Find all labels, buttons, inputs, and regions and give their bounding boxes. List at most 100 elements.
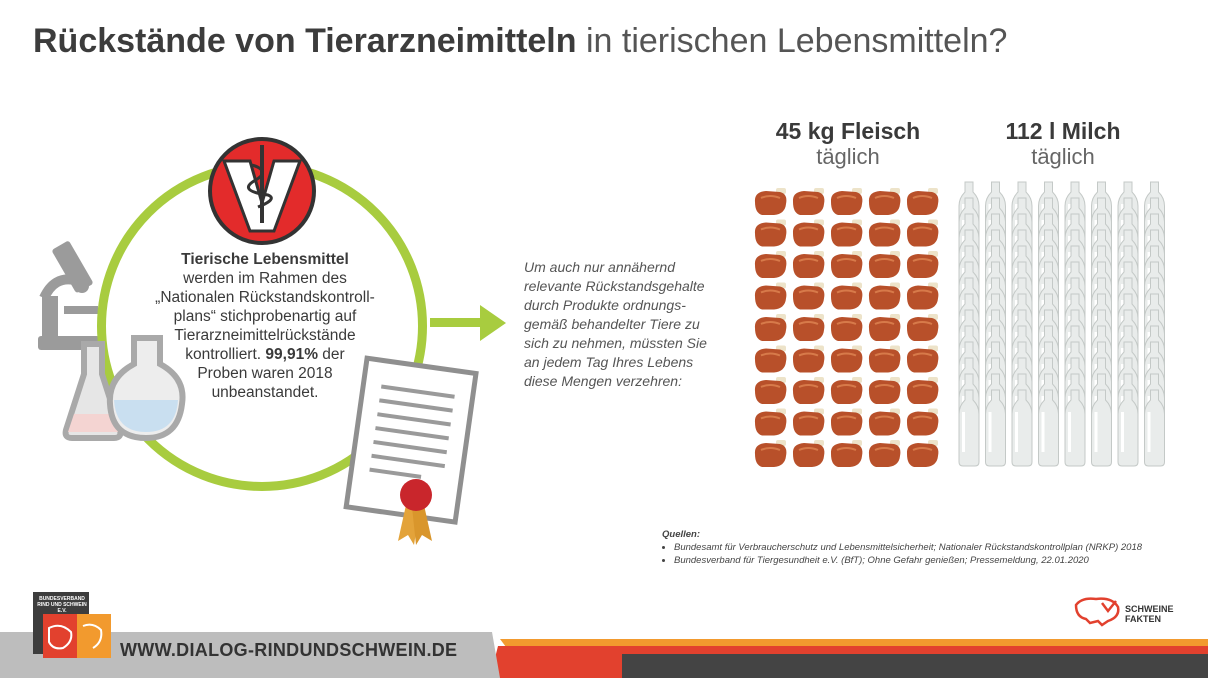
meat-icon [792, 282, 825, 310]
footer-dark-band [622, 654, 1208, 678]
meat-icon [754, 345, 787, 373]
center-line-5c: der [322, 346, 345, 363]
page-title: Rückstände von Tierarzneimitteln in tier… [33, 22, 1007, 61]
meat-icon [830, 282, 863, 310]
meat-icon [906, 282, 939, 310]
bundesverband-logo-text: BUNDESVERBAND RIND UND SCHWEIN E.V. [37, 596, 87, 614]
meat-icon [754, 408, 787, 436]
meat-icon [754, 219, 787, 247]
intro-line: diese Mengen verzehren: [524, 373, 682, 389]
meat-icon [754, 282, 787, 310]
sources: Quellen: Bundesamt für Verbraucherschutz… [662, 528, 1142, 567]
arrow-right-icon [480, 305, 506, 341]
title-bold: Rückstände von Tierarzneimitteln [33, 22, 577, 60]
meat-icon [792, 408, 825, 436]
meat-icon [868, 219, 901, 247]
milk-bottle-icon [958, 389, 980, 467]
meat-icon [868, 188, 901, 215]
meat-icon [868, 408, 901, 436]
meat-icon [868, 377, 901, 404]
certificate-icon [343, 355, 479, 545]
meat-icon [792, 440, 825, 467]
meat-icon [830, 219, 863, 247]
intro-text: Um auch nur annähernd relevante Rückstan… [524, 258, 724, 391]
center-line-6: Proben waren 2018 [197, 365, 333, 382]
intro-line: sich zu nehmen, müssten Sie [524, 335, 707, 351]
meat-icon [792, 219, 825, 247]
meat-icon [754, 188, 787, 215]
meat-icon [868, 314, 901, 341]
intro-line: Um auch nur annähernd [524, 259, 675, 275]
meat-icon [906, 219, 939, 247]
milk-bottle-icon [1117, 389, 1139, 467]
schweine-fakten-logo-icon [1074, 597, 1120, 627]
meat-icon [906, 408, 939, 436]
center-description: Tierische Lebensmittel werden im Rahmen … [150, 250, 380, 402]
meat-icon [906, 440, 939, 467]
milk-heading: 112 l Milch täglich [978, 118, 1148, 169]
footer-orange-stripe [500, 639, 1208, 647]
sources-heading: Quellen: [662, 529, 701, 540]
meat-icon [792, 251, 825, 278]
source-item: Bundesverband für Tiergesundheit e.V. (B… [674, 554, 1142, 567]
meat-icon [830, 377, 863, 404]
meat-icon [754, 251, 787, 278]
meat-icon [868, 345, 901, 373]
meat-icon [906, 251, 939, 278]
meat-icon [792, 188, 825, 215]
arrow-line [430, 318, 482, 327]
intro-line: an jedem Tag Ihres Lebens [524, 354, 694, 370]
meat-icon [906, 314, 939, 341]
center-line-4: Tierarzneimittelrückstände [174, 327, 356, 344]
meat-icon [754, 377, 787, 404]
milk-amount: 112 l Milch [1005, 118, 1121, 144]
center-heading: Tierische Lebensmittel [181, 251, 349, 268]
meat-icon [868, 440, 901, 467]
meat-icon [830, 188, 863, 215]
meat-heading: 45 kg Fleisch täglich [760, 118, 936, 169]
source-item: Bundesamt für Verbraucherschutz und Lebe… [674, 541, 1142, 554]
milk-bottle-icon [1011, 389, 1033, 467]
milk-period: täglich [1031, 144, 1095, 169]
meat-icon [754, 314, 787, 341]
title-light: in tierischen Lebensmitteln? [585, 22, 1008, 60]
meat-icon [906, 345, 939, 373]
schweine-fakten-text: SCHWEINE FAKTEN [1125, 604, 1174, 624]
meat-icon [906, 188, 939, 215]
milk-bottle-icon [1144, 389, 1165, 467]
meat-icon [868, 282, 901, 310]
meat-icon [792, 314, 825, 341]
meat-icon [792, 345, 825, 373]
meat-icon [830, 251, 863, 278]
meat-icon [868, 251, 901, 278]
milk-bottle-grid [958, 181, 1165, 467]
veterinary-logo-icon [208, 137, 316, 245]
center-line-2: „Nationalen Rückstandskontroll- [155, 289, 375, 306]
flasks-icon [62, 335, 186, 442]
meat-icon [830, 408, 863, 436]
percentage-value: 99,91% [265, 346, 318, 363]
intro-line: durch Produkte ordnungs- [524, 297, 686, 313]
meat-icon [906, 377, 939, 404]
intro-line: gemäß behandelter Tiere zu [524, 316, 700, 332]
microscope-icon [38, 241, 100, 350]
milk-bottle-icon [1091, 389, 1112, 467]
meat-amount: 45 kg Fleisch [775, 118, 921, 144]
cow-pig-logo-icon [43, 614, 111, 658]
meat-icon [830, 440, 863, 467]
meat-icon [754, 440, 787, 467]
intro-line: relevante Rückstandsgehalte [524, 278, 705, 294]
sf-line-2: FAKTEN [1125, 614, 1161, 624]
milk-bottle-icon [1064, 389, 1086, 467]
center-line-1: werden im Rahmen des [183, 270, 347, 287]
meat-icon [830, 345, 863, 373]
center-line-5: kontrolliert. 99,91% der [150, 345, 380, 364]
center-line-3: plans“ stichprobenartig auf [173, 308, 357, 325]
meat-period: täglich [816, 144, 880, 169]
milk-bottle-icon [1038, 389, 1059, 467]
meat-icon [792, 377, 825, 404]
footer-website-link[interactable]: WWW.DIALOG-RINDUNDSCHWEIN.DE [120, 640, 458, 660]
center-line-5a: kontrolliert. [185, 346, 262, 363]
center-line-7: unbeanstandet. [211, 384, 319, 401]
meat-icon-grid [754, 188, 939, 467]
